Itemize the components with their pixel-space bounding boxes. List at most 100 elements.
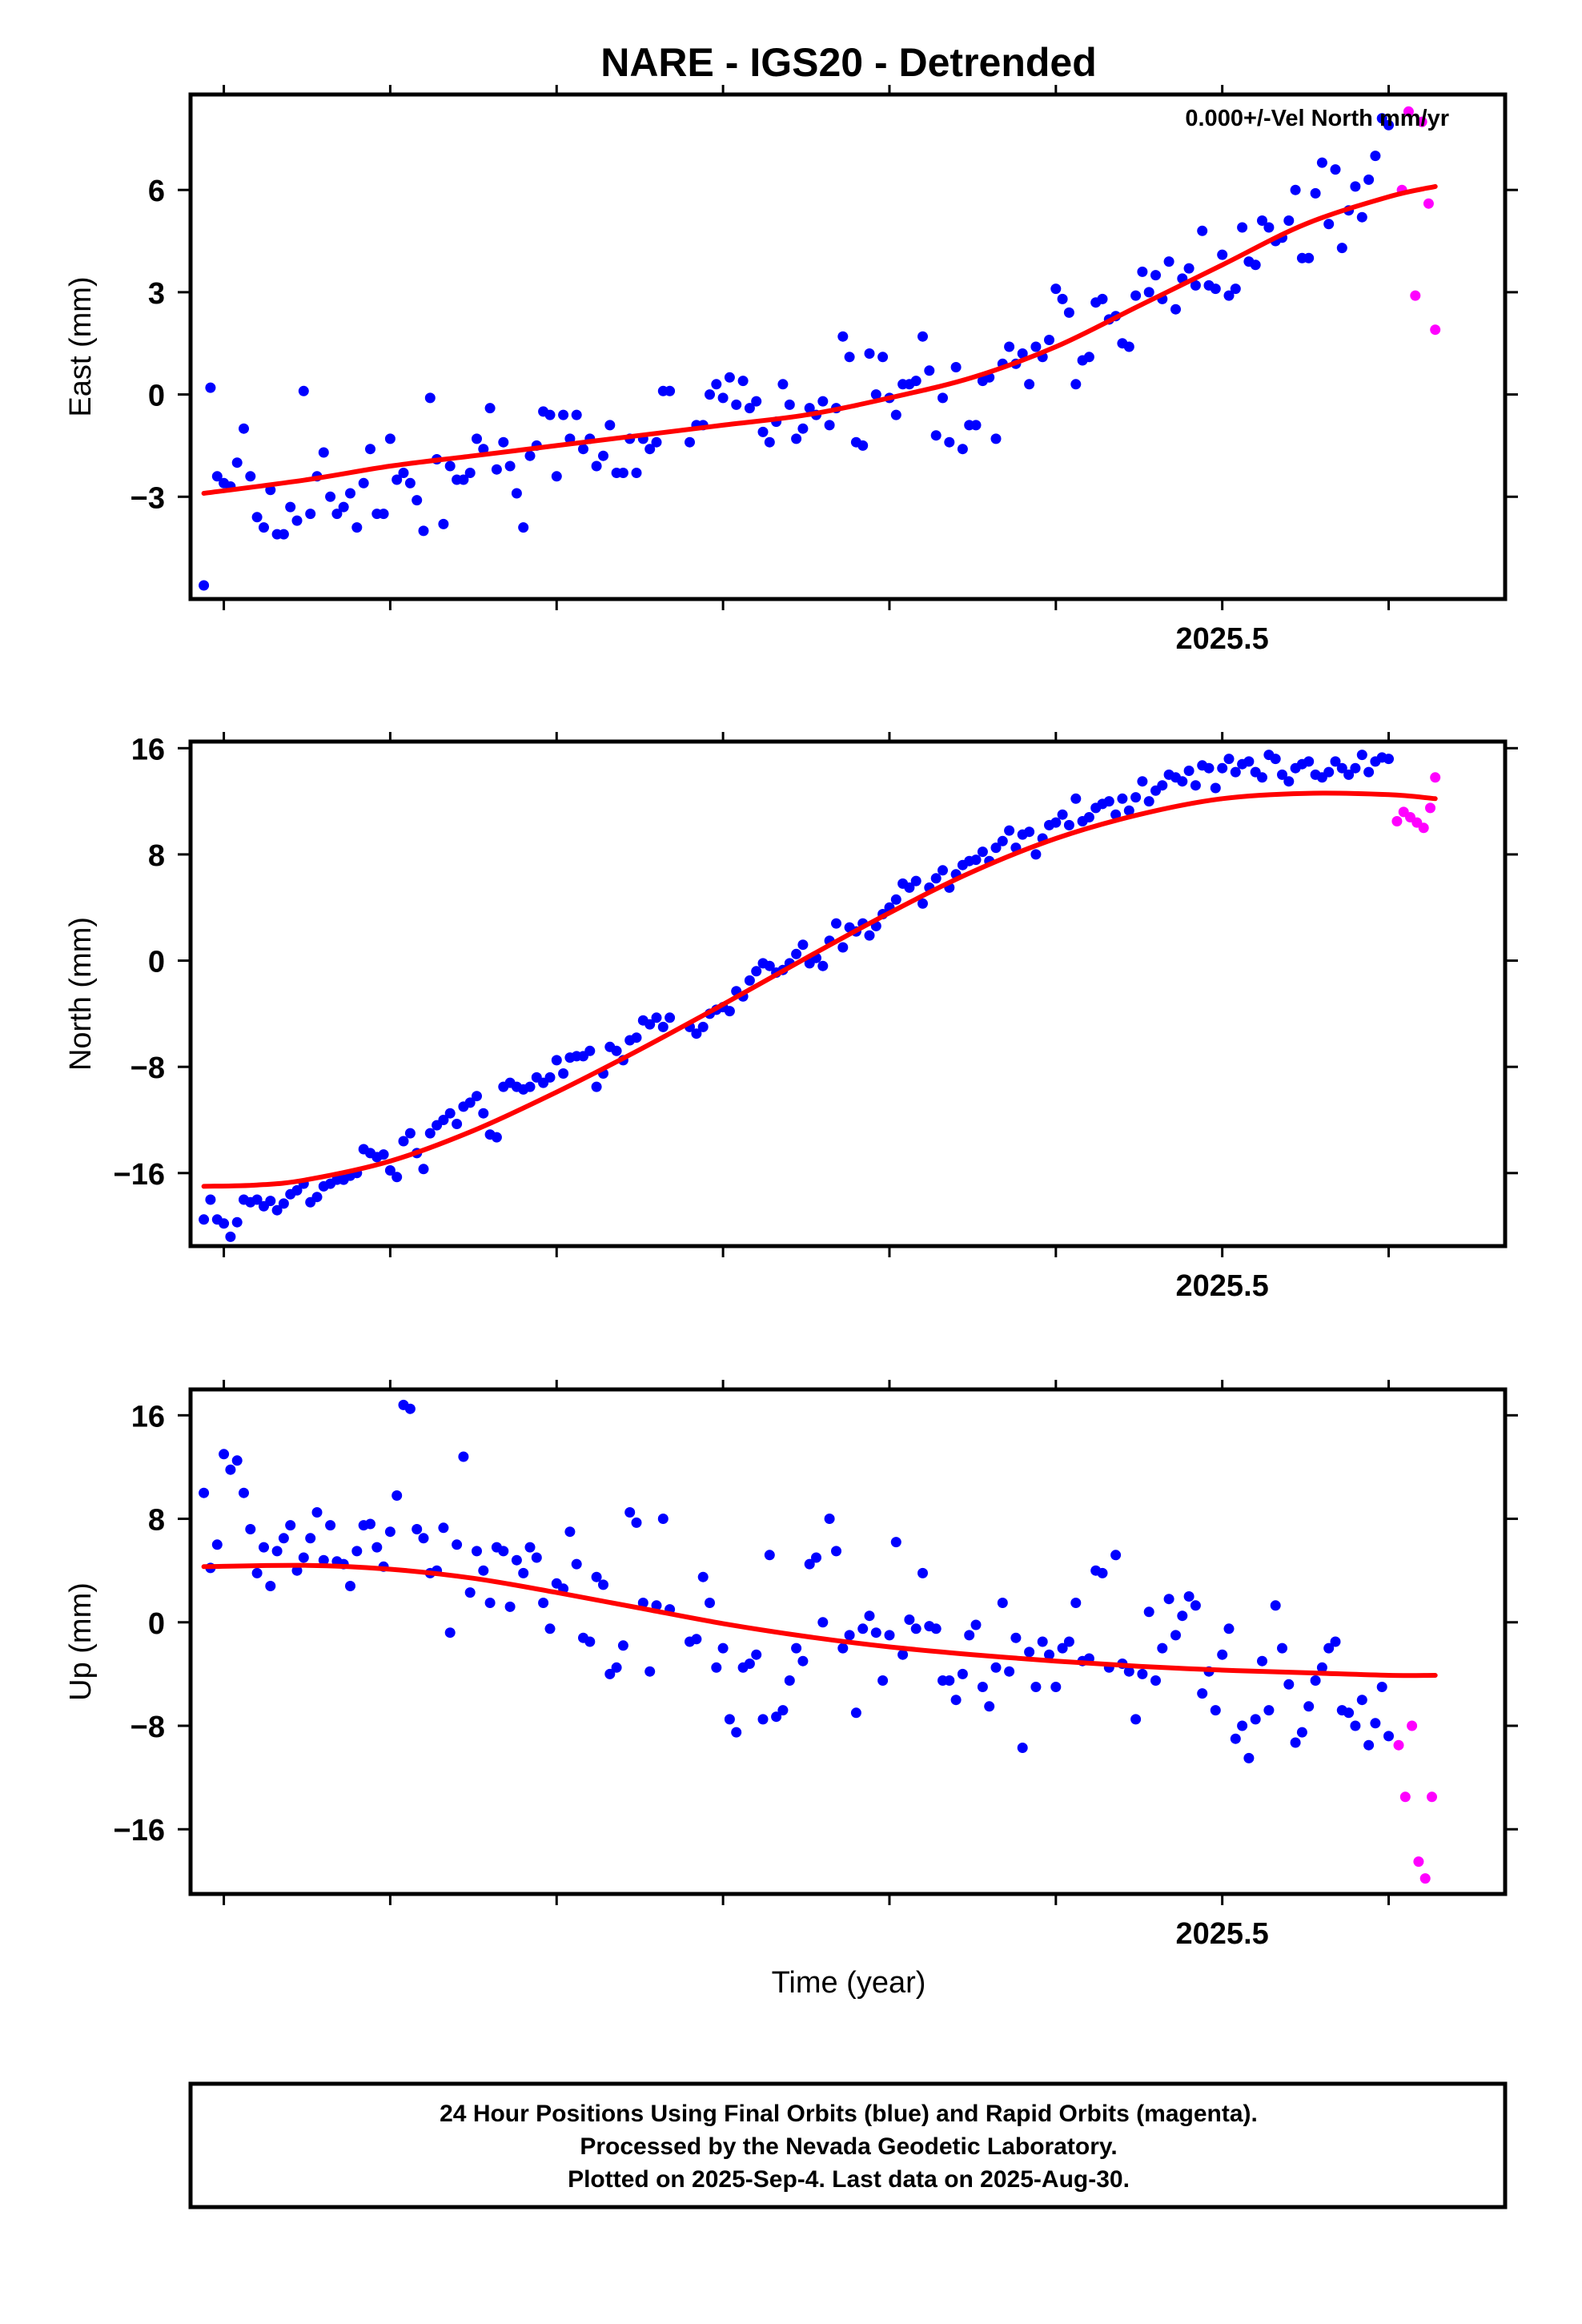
up-final-point	[1370, 1718, 1381, 1729]
up-final-point	[944, 1675, 955, 1686]
east-final-point	[424, 392, 436, 404]
north-final-point	[1143, 796, 1154, 807]
up-final-point	[1356, 1695, 1367, 1706]
east-final-point	[472, 433, 482, 444]
east-final-point	[1123, 341, 1134, 352]
up-final-point	[904, 1614, 915, 1625]
north-final-point	[1210, 782, 1221, 794]
east-final-point	[1290, 184, 1301, 195]
up-final-point	[717, 1642, 729, 1654]
up-final-point	[199, 1487, 210, 1498]
east-final-point	[1230, 283, 1241, 295]
north-final-point	[219, 1218, 230, 1229]
up-final-point	[1376, 1682, 1387, 1692]
up-final-point	[438, 1522, 449, 1534]
up-final-point	[977, 1682, 988, 1692]
east-final-point	[1370, 151, 1381, 162]
north-final-point	[1257, 772, 1267, 783]
north-final-point	[1103, 796, 1114, 807]
up-final-point	[531, 1552, 542, 1563]
north-final-point	[1063, 819, 1074, 830]
east-final-point	[824, 420, 835, 431]
up-final-point	[850, 1707, 861, 1719]
east-final-point	[504, 460, 516, 472]
north-final-point	[199, 1214, 210, 1225]
up-final-point	[351, 1546, 363, 1557]
up-final-point	[524, 1542, 536, 1553]
east-final-point	[864, 348, 875, 359]
up-final-point	[1137, 1668, 1148, 1679]
east-rapid-point	[1410, 290, 1421, 301]
north-final-point	[1283, 776, 1295, 787]
north-final-point	[1083, 812, 1094, 822]
up-x-tick-label: 2025.5	[1176, 1917, 1269, 1951]
north-final-point	[444, 1108, 456, 1119]
east-final-point	[484, 403, 496, 414]
up-final-point	[711, 1662, 722, 1673]
north-final-point	[1217, 762, 1228, 774]
east-final-point	[1004, 341, 1015, 352]
up-final-point	[1143, 1606, 1154, 1618]
north-y-tick-label: −8	[130, 1051, 165, 1085]
north-final-point	[764, 960, 775, 971]
up-final-point	[764, 1550, 775, 1561]
north-final-point	[1057, 809, 1068, 820]
east-final-point	[1217, 249, 1228, 260]
up-final-point	[917, 1567, 928, 1578]
north-final-point	[930, 873, 942, 884]
up-final-point	[870, 1627, 881, 1638]
north-final-point	[1230, 766, 1241, 778]
up-final-point	[345, 1581, 355, 1591]
north-final-point	[1130, 792, 1142, 803]
up-final-point	[1050, 1682, 1062, 1692]
up-final-point	[1303, 1701, 1315, 1712]
up-final-point	[452, 1539, 463, 1550]
north-final-point	[1363, 766, 1375, 778]
east-panel: 2025.5 −3 0 3 6 East (mm)	[64, 85, 1518, 656]
up-rapid-point	[1427, 1791, 1437, 1803]
north-final-point	[917, 898, 928, 909]
north-final-point	[691, 1028, 702, 1039]
x-axis-label: Time (year)	[772, 1966, 926, 2000]
up-final-point	[890, 1537, 901, 1548]
north-final-point	[657, 1021, 669, 1032]
north-final-point	[1223, 754, 1235, 765]
up-final-point	[831, 1546, 841, 1557]
up-final-point	[1057, 1642, 1068, 1654]
east-final-point	[711, 379, 722, 390]
east-rapid-point	[1416, 116, 1427, 127]
up-final-point	[731, 1727, 742, 1738]
east-final-point	[1130, 290, 1142, 301]
east-final-point	[731, 399, 742, 410]
east-final-point	[957, 444, 968, 455]
up-final-point	[365, 1518, 375, 1530]
up-final-point	[584, 1636, 596, 1647]
east-final-point	[705, 389, 715, 400]
east-final-point	[804, 403, 815, 414]
east-final-point	[890, 409, 901, 420]
north-final-point	[551, 1055, 562, 1066]
up-final-point	[231, 1455, 243, 1466]
east-final-point	[1063, 307, 1074, 318]
east-final-point	[1250, 259, 1261, 271]
up-final-point	[990, 1662, 1002, 1673]
east-final-point	[1070, 379, 1082, 390]
east-final-point	[737, 376, 749, 387]
north-rapid-point	[1391, 816, 1403, 826]
up-final-point	[1037, 1636, 1048, 1647]
north-final-point	[1303, 756, 1315, 767]
up-final-point	[1063, 1636, 1074, 1647]
east-final-point	[1257, 215, 1267, 226]
east-final-point	[412, 495, 423, 506]
up-final-point	[950, 1695, 962, 1706]
up-final-point	[225, 1464, 236, 1475]
north-final-point	[631, 1032, 642, 1043]
up-final-point	[518, 1567, 529, 1578]
up-rapid-point	[1393, 1739, 1404, 1751]
east-final-point	[777, 379, 789, 390]
east-y-axis-label: East (mm)	[64, 276, 98, 416]
up-final-point	[1123, 1666, 1134, 1677]
velocity-annotation: 0.000+/-Vel North mm/yr	[1185, 106, 1449, 131]
east-final-point	[1363, 174, 1375, 185]
